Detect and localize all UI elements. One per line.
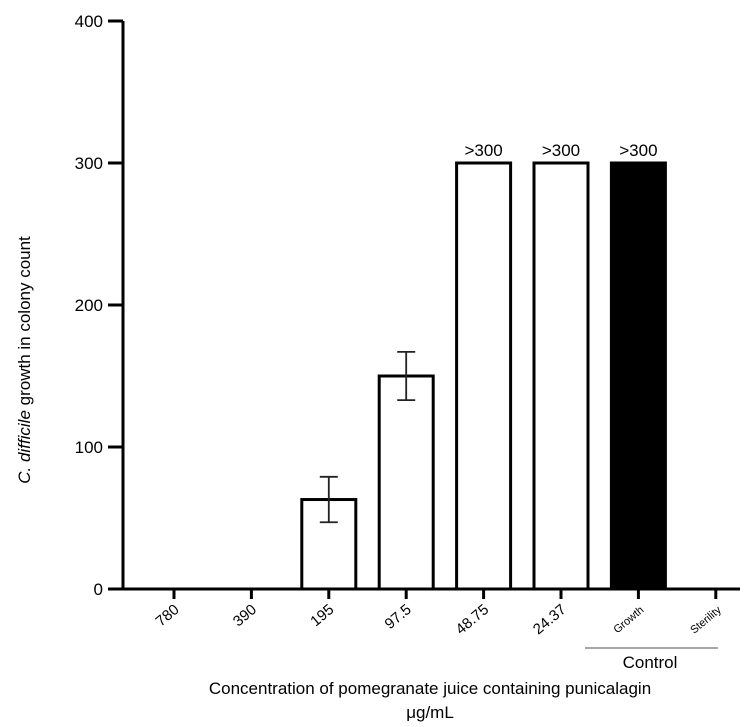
x-tick-label: 24.37: [530, 601, 570, 638]
x-tick-label: 195: [307, 601, 337, 630]
x-axis-title: Concentration of pomegranate juice conta…: [209, 679, 651, 698]
x-tick-label: 780: [152, 601, 182, 630]
x-tick-label: Growth: [611, 604, 646, 636]
bar-24.37: [532, 161, 590, 591]
bar-48.75: [455, 161, 513, 591]
bar-97.5: [377, 374, 435, 591]
bar-Growth: [609, 161, 667, 591]
x-tick-label: 390: [230, 601, 260, 630]
x-axis-unit: μg/mL: [406, 703, 454, 722]
data-labels: >300 >300 >300: [464, 141, 657, 160]
x-tick-label: Sterility: [688, 604, 724, 637]
error-bars: [319, 350, 416, 524]
y-tick-label: 100: [75, 438, 103, 457]
y-axis-title: C. difficile growth in colony count: [15, 236, 34, 484]
y-tick-label: 400: [75, 12, 103, 31]
data-label: >300: [542, 141, 580, 160]
x-tick-label: 97.5: [381, 601, 414, 633]
y-tick-label: 200: [75, 296, 103, 315]
data-label: >300: [464, 141, 502, 160]
data-label: >300: [619, 141, 657, 160]
bars: [300, 161, 667, 591]
x-tick-label: 48.75: [452, 601, 492, 638]
y-axis: 0 100 200 300 400: [75, 12, 125, 599]
x-axis: 780 390 195 97.5 48.75 24.37 Growth Sterility: [123, 587, 740, 638]
control-group-label: Control: [623, 653, 678, 672]
y-tick-label: 0: [94, 580, 103, 599]
y-tick-label: 300: [75, 154, 103, 173]
